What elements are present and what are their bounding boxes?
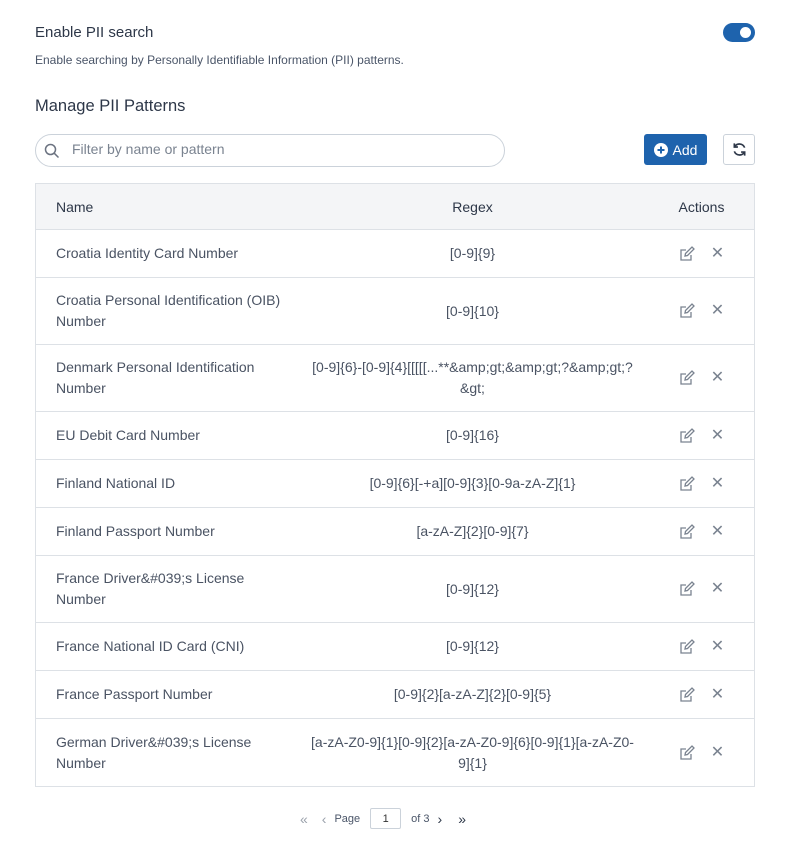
table-header: Name Regex Actions: [36, 184, 754, 230]
section-title: Manage PII Patterns: [35, 97, 186, 115]
pattern-name: Finland Passport Number: [56, 523, 215, 539]
page-count: of 3: [411, 812, 430, 825]
edit-icon[interactable]: [679, 427, 695, 444]
pattern-name: France National ID Card (CNI): [56, 638, 245, 654]
header-name[interactable]: Name: [56, 198, 94, 215]
pii-patterns-table: Name Regex Actions Croatia Identity Card…: [35, 183, 755, 787]
delete-icon[interactable]: ✕: [710, 369, 725, 386]
table-row: German Driver&#039;s License Number [a-z…: [36, 719, 754, 786]
pattern-regex: [0-9]{9}: [449, 245, 496, 261]
pattern-name: Finland National ID: [56, 475, 176, 491]
search-icon: [44, 143, 60, 159]
edit-icon[interactable]: [679, 475, 695, 492]
refresh-button[interactable]: [723, 134, 755, 165]
delete-icon[interactable]: ✕: [710, 302, 725, 319]
edit-icon[interactable]: [679, 581, 695, 597]
pattern-regex: [0-9]{6}-[0-9]{4}[[[[[...**&amp;gt;&amp;…: [312, 359, 633, 396]
edit-icon[interactable]: [679, 744, 695, 761]
delete-icon[interactable]: ✕: [710, 244, 725, 262]
prev-page-icon[interactable]: ‹: [321, 810, 327, 827]
delete-icon[interactable]: ✕: [710, 743, 725, 761]
edit-icon[interactable]: [679, 370, 695, 386]
pagination: « ‹ Page of 3 › »: [300, 808, 466, 829]
pattern-regex: [0-9]{2}[a-zA-Z]{2}[0-9]{5}: [393, 686, 552, 702]
pattern-name: German Driver&#039;s License Number: [56, 733, 252, 771]
refresh-icon: [733, 143, 745, 156]
pii-search-title: Enable PII search: [35, 24, 154, 41]
pattern-name: Croatia Identity Card Number: [56, 245, 239, 261]
edit-icon[interactable]: [679, 638, 695, 655]
filter-search[interactable]: [35, 134, 505, 167]
pattern-name: France Passport Number: [56, 686, 213, 702]
table-row: Croatia Personal Identification (OIB) Nu…: [36, 278, 754, 345]
pattern-regex: [0-9]{16}: [446, 427, 499, 443]
table-row: France Passport Number [0-9]{2}[a-zA-Z]{…: [36, 671, 754, 719]
delete-icon[interactable]: ✕: [710, 426, 725, 444]
plus-circle-icon: [653, 142, 668, 157]
pattern-regex: [a-zA-Z]{2}[0-9]{7}: [416, 523, 529, 539]
pattern-regex: [a-zA-Z0-9]{1}[0-9]{2}[a-zA-Z0-9]{6}[0-9…: [311, 733, 634, 771]
first-page-icon[interactable]: «: [300, 810, 308, 827]
table-row: EU Debit Card Number [0-9]{16} ✕: [36, 412, 754, 460]
edit-icon[interactable]: [679, 523, 695, 540]
pattern-name: EU Debit Card Number: [56, 427, 200, 443]
table-row: Croatia Identity Card Number [0-9]{9} ✕: [36, 230, 754, 278]
table-row: Denmark Personal Identification Number […: [36, 345, 754, 412]
pattern-name: Croatia Personal Identification (OIB) Nu…: [56, 292, 281, 329]
filter-input[interactable]: [72, 141, 492, 157]
add-label: Add: [672, 141, 698, 158]
header-actions: Actions: [678, 198, 725, 215]
last-page-icon[interactable]: »: [458, 810, 466, 827]
add-button[interactable]: Add: [644, 134, 707, 165]
next-page-icon[interactable]: ›: [437, 810, 443, 827]
pattern-regex: [0-9]{10}: [446, 302, 499, 319]
delete-icon[interactable]: ✕: [710, 685, 725, 703]
header-regex[interactable]: Regex: [452, 198, 493, 215]
delete-icon[interactable]: ✕: [710, 580, 725, 597]
delete-icon[interactable]: ✕: [710, 637, 725, 655]
edit-icon[interactable]: [679, 686, 695, 703]
edit-icon[interactable]: [679, 245, 695, 262]
pattern-name: Denmark Personal Identification Number: [56, 359, 255, 396]
table-row: France National ID Card (CNI) [0-9]{12} …: [36, 623, 754, 671]
page-input[interactable]: [370, 808, 402, 829]
table-row: France Driver&#039;s License Number [0-9…: [36, 556, 754, 623]
pattern-regex: [0-9]{12}: [446, 580, 499, 597]
pii-search-description: Enable searching by Personally Identifia…: [35, 53, 404, 67]
delete-icon[interactable]: ✕: [710, 522, 725, 540]
pattern-name: France Driver&#039;s License Number: [56, 570, 245, 607]
page-label: Page: [334, 812, 361, 825]
table-row: Finland National ID [0-9]{6}[-+a][0-9]{3…: [36, 460, 754, 508]
pattern-regex: [0-9]{12}: [446, 638, 499, 654]
pii-search-toggle[interactable]: [723, 23, 755, 42]
edit-icon[interactable]: [679, 303, 695, 319]
delete-icon[interactable]: ✕: [710, 474, 725, 492]
table-row: Finland Passport Number [a-zA-Z]{2}[0-9]…: [36, 508, 754, 556]
pattern-regex: [0-9]{6}[-+a][0-9]{3}[0-9a-zA-Z]{1}: [369, 475, 576, 491]
